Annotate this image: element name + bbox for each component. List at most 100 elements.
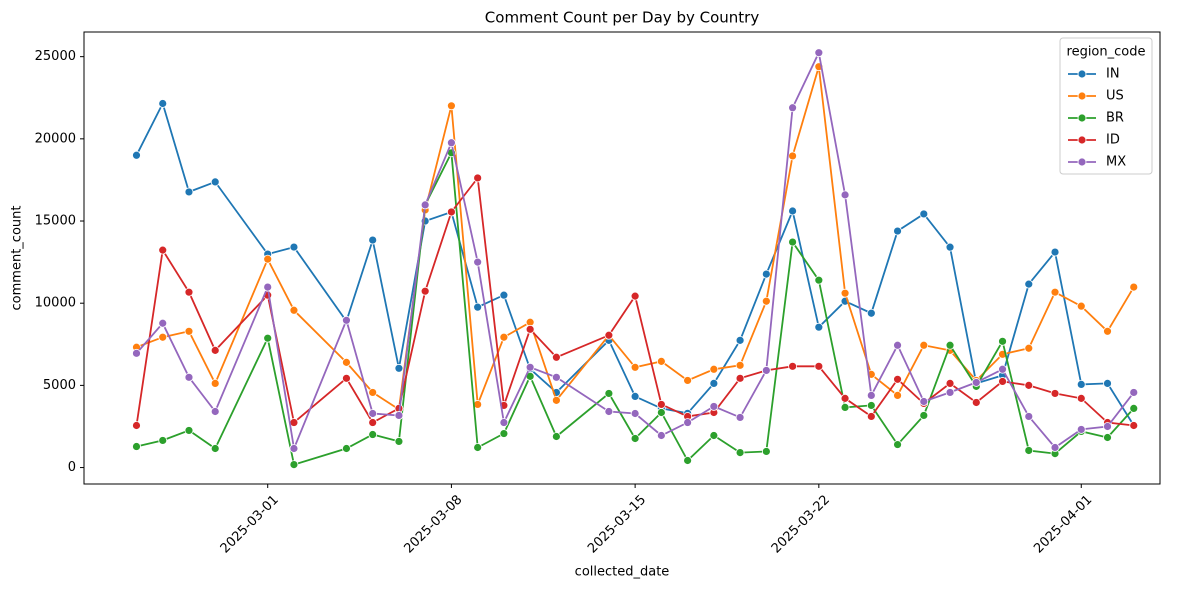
data-point bbox=[761, 447, 771, 456]
data-point bbox=[788, 237, 797, 247]
data-point bbox=[1050, 389, 1060, 398]
data-point bbox=[210, 345, 220, 355]
data-point bbox=[919, 340, 929, 350]
data-point bbox=[289, 242, 299, 252]
data-point bbox=[971, 398, 981, 407]
data-point bbox=[893, 340, 902, 350]
data-point bbox=[184, 287, 194, 297]
data-point bbox=[289, 444, 299, 453]
data-point bbox=[761, 366, 771, 375]
data-point bbox=[394, 363, 404, 373]
data-point bbox=[735, 448, 745, 458]
data-point bbox=[158, 245, 168, 255]
data-point bbox=[656, 408, 666, 417]
data-point bbox=[158, 332, 168, 342]
series-line bbox=[135, 101, 1135, 426]
data-point bbox=[840, 288, 850, 298]
data-point bbox=[551, 395, 561, 405]
data-point bbox=[263, 254, 273, 264]
data-point bbox=[945, 379, 955, 388]
data-point bbox=[656, 400, 666, 409]
legend-label: ID bbox=[1106, 133, 1120, 148]
data-point bbox=[289, 418, 299, 427]
data-point bbox=[158, 318, 168, 328]
data-point bbox=[945, 388, 955, 397]
data-point bbox=[735, 335, 745, 345]
y-tick-label: 5000 bbox=[43, 378, 76, 393]
data-point bbox=[656, 356, 666, 366]
y-axis-label: comment_count bbox=[10, 206, 25, 311]
data-point bbox=[1024, 343, 1034, 353]
data-point bbox=[788, 103, 797, 113]
y-tick-label: 10000 bbox=[35, 296, 76, 311]
data-point bbox=[525, 324, 535, 334]
data-point bbox=[342, 315, 351, 325]
data-point bbox=[1129, 282, 1139, 292]
data-point bbox=[788, 151, 797, 161]
data-point bbox=[551, 432, 561, 441]
data-point bbox=[788, 361, 797, 371]
data-point bbox=[840, 403, 850, 412]
data-point bbox=[132, 442, 141, 451]
data-point bbox=[1103, 422, 1112, 431]
data-point bbox=[1129, 421, 1139, 430]
data-point bbox=[840, 190, 850, 200]
data-point bbox=[447, 101, 456, 111]
data-point bbox=[1129, 388, 1139, 397]
data-point bbox=[893, 226, 902, 236]
data-point bbox=[604, 407, 614, 416]
data-point bbox=[866, 401, 876, 410]
data-point bbox=[210, 444, 220, 453]
legend-title: region_code bbox=[1067, 45, 1146, 60]
data-point bbox=[840, 393, 850, 403]
data-point bbox=[1103, 379, 1112, 388]
data-point bbox=[919, 411, 929, 420]
data-point bbox=[289, 305, 299, 315]
data-point bbox=[525, 362, 535, 372]
data-point bbox=[1024, 446, 1034, 455]
data-point bbox=[1024, 279, 1034, 289]
data-point bbox=[499, 290, 509, 300]
data-point bbox=[420, 200, 430, 210]
data-point bbox=[683, 418, 693, 427]
legend-marker bbox=[1077, 113, 1087, 123]
data-point bbox=[709, 364, 719, 374]
series-line bbox=[136, 66, 1135, 411]
data-point bbox=[1050, 443, 1060, 452]
data-point bbox=[945, 242, 955, 252]
data-point bbox=[683, 456, 693, 465]
data-point bbox=[761, 269, 771, 279]
data-point bbox=[998, 336, 1007, 346]
data-point bbox=[735, 373, 745, 383]
x-tick-label: 2025-03-22 bbox=[769, 492, 833, 556]
data-point bbox=[499, 418, 509, 427]
data-point bbox=[184, 187, 194, 197]
x-axis-label: collected_date bbox=[575, 565, 670, 580]
data-point bbox=[499, 429, 509, 438]
data-point bbox=[342, 357, 351, 367]
data-point bbox=[709, 431, 719, 440]
data-point bbox=[893, 440, 902, 449]
data-point bbox=[814, 275, 824, 285]
legend-marker bbox=[1077, 91, 1087, 101]
data-point bbox=[394, 437, 404, 446]
data-point bbox=[447, 207, 456, 217]
data-point bbox=[1050, 247, 1060, 257]
data-point bbox=[210, 379, 220, 388]
x-tick-label: 2025-04-01 bbox=[1031, 492, 1095, 556]
data-point bbox=[132, 348, 141, 358]
data-point bbox=[735, 413, 745, 422]
data-point bbox=[998, 364, 1007, 374]
legend: region_code IN US BR ID MX bbox=[1059, 37, 1153, 175]
data-point bbox=[158, 436, 168, 445]
y-tick-label: 15000 bbox=[35, 214, 76, 229]
data-point bbox=[1103, 433, 1112, 442]
data-point bbox=[447, 138, 456, 148]
data-point bbox=[630, 434, 640, 443]
data-point bbox=[184, 326, 194, 336]
data-point bbox=[1024, 380, 1034, 390]
data-point bbox=[368, 409, 378, 418]
data-point bbox=[184, 426, 194, 435]
series-line bbox=[135, 49, 1135, 452]
